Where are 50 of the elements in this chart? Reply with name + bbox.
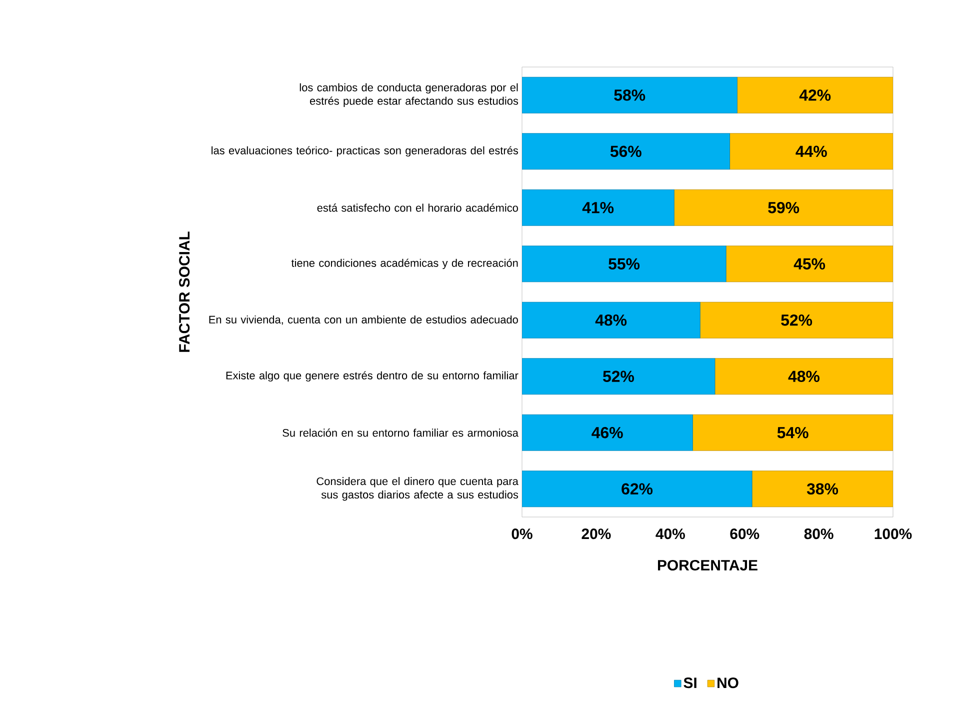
y-tick-label: los cambios de conducta generadoras por el estrés puede estar afectando sus estudios — [300, 83, 518, 107]
bar — [522, 302, 700, 338]
data-label: 48% — [595, 314, 627, 326]
y-tick-label: las evaluaciones teórico- practicas son generadoras del estrés — [212, 146, 518, 157]
bar — [692, 414, 894, 451]
bar — [726, 246, 894, 282]
data-label: 58% — [614, 89, 646, 101]
data-label: 48% — [788, 370, 820, 382]
bar — [522, 246, 726, 282]
data-label: 56% — [610, 146, 642, 158]
bar — [522, 414, 693, 451]
bar — [522, 76, 738, 114]
bar — [730, 133, 894, 170]
bar — [522, 133, 730, 170]
y-tick-label: En su vivienda, cuenta con un ambiente de estudios adecuado — [209, 315, 518, 325]
y-tick-label: está satisfecho con el horario académico — [317, 204, 518, 212]
data-label: 52% — [781, 314, 812, 326]
bar — [522, 189, 674, 226]
bar — [522, 358, 716, 395]
y-tick-label: Existe algo que genere estrés dentro de su entorno familiar — [226, 371, 518, 382]
x-tick-label: 60% — [730, 528, 760, 540]
data-label: 52% — [603, 370, 634, 382]
data-label: 45% — [794, 258, 826, 270]
bar — [736, 76, 894, 114]
data-label: 55% — [608, 258, 640, 270]
y-tick-label: Su relación en su entorno familiar es armoniosa — [282, 428, 518, 437]
y-tick-label: Considera que el dinero que cuenta para sus gastos diarios afecte a sus estudios — [316, 477, 518, 501]
legend-label: SI — [684, 678, 696, 688]
bar — [752, 470, 894, 508]
x-axis-title: PORCENTAJE — [658, 560, 758, 571]
data-label: 62% — [622, 483, 653, 495]
data-label: 41% — [582, 202, 614, 214]
data-label: 46% — [592, 426, 623, 438]
x-tick-label: 100% — [874, 528, 912, 540]
y-tick-label: tiene condiciones académicas y de recreación — [291, 258, 518, 270]
legend-label: NO — [718, 678, 738, 688]
data-label: 44% — [796, 146, 827, 157]
data-label: 42% — [799, 90, 831, 101]
data-label: 38% — [806, 483, 838, 495]
data-label: 54% — [777, 426, 808, 438]
bar — [700, 302, 894, 338]
x-tick-label: 40% — [656, 528, 685, 540]
bar — [674, 189, 894, 226]
x-tick-label: 0% — [512, 528, 532, 540]
x-tick-label: 80% — [804, 528, 834, 540]
bar — [714, 358, 894, 395]
y-axis-title: FACTOR SOCIAL — [179, 232, 190, 352]
x-tick-label: 20% — [582, 528, 611, 540]
data-label: 59% — [768, 202, 800, 214]
bar — [522, 470, 752, 508]
